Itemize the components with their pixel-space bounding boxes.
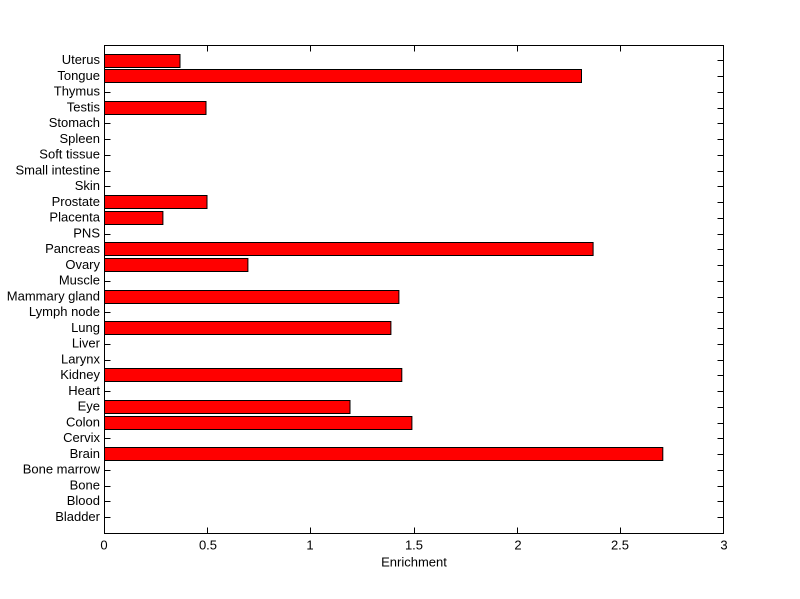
svg-text:Kidney: Kidney	[60, 367, 100, 382]
svg-text:Colon: Colon	[66, 414, 100, 429]
svg-text:Liver: Liver	[72, 336, 101, 351]
svg-text:Bladder: Bladder	[55, 509, 100, 524]
svg-text:Uterus: Uterus	[62, 52, 101, 67]
svg-text:Bone marrow: Bone marrow	[23, 462, 101, 477]
svg-text:Stomach: Stomach	[49, 115, 100, 130]
svg-text:0: 0	[100, 538, 107, 553]
svg-text:Pancreas: Pancreas	[45, 241, 100, 256]
svg-text:Larynx: Larynx	[61, 351, 101, 366]
svg-text:3: 3	[720, 538, 727, 553]
svg-text:Bone: Bone	[70, 477, 100, 492]
svg-text:Muscle: Muscle	[59, 273, 100, 288]
svg-text:Thymus: Thymus	[54, 84, 101, 99]
svg-text:Skin: Skin	[75, 178, 100, 193]
svg-text:Placenta: Placenta	[49, 210, 100, 225]
svg-text:PNS: PNS	[73, 225, 100, 240]
svg-text:Ovary: Ovary	[65, 257, 100, 272]
svg-text:Enrichment: Enrichment	[381, 555, 447, 570]
svg-text:Brain: Brain	[70, 446, 100, 461]
svg-text:2.5: 2.5	[611, 538, 629, 553]
svg-text:0.5: 0.5	[199, 538, 217, 553]
svg-text:Tongue: Tongue	[57, 68, 100, 83]
svg-text:1.5: 1.5	[405, 538, 423, 553]
svg-text:Spleen: Spleen	[60, 131, 100, 146]
svg-text:Mammary gland: Mammary gland	[7, 288, 100, 303]
svg-text:Soft tissue: Soft tissue	[39, 147, 100, 162]
svg-text:Blood: Blood	[67, 493, 100, 508]
svg-text:Small intestine: Small intestine	[15, 162, 100, 177]
svg-text:Prostate: Prostate	[52, 194, 100, 209]
svg-text:Lymph node: Lymph node	[29, 304, 100, 319]
svg-text:1: 1	[306, 538, 313, 553]
svg-text:Cervix: Cervix	[63, 430, 100, 445]
svg-text:Eye: Eye	[78, 399, 100, 414]
svg-text:Lung: Lung	[71, 320, 100, 335]
svg-text:Testis: Testis	[67, 99, 101, 114]
svg-text:2: 2	[514, 538, 521, 553]
svg-text:Heart: Heart	[68, 383, 100, 398]
